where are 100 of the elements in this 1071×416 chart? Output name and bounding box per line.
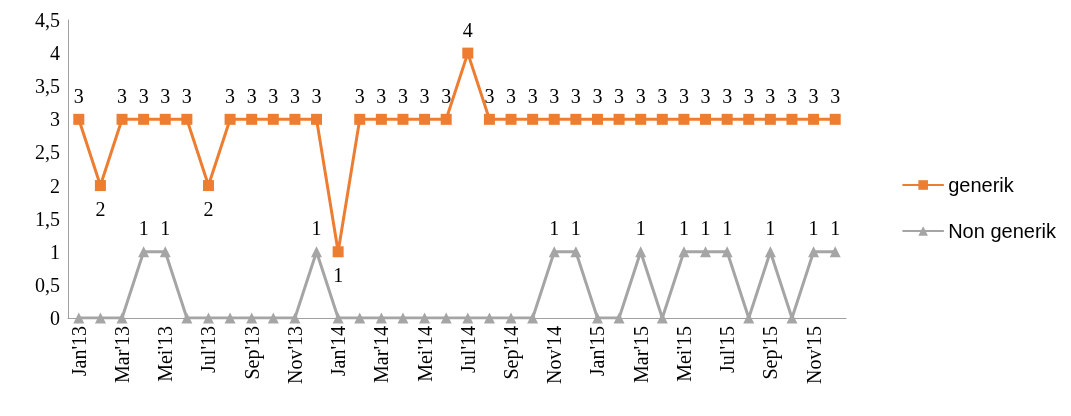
data-label: 1 [160,217,171,240]
data-label: 1 [700,217,711,240]
point [311,113,323,125]
data-label: 1 [678,217,689,240]
data-label: 3 [419,84,430,107]
point [267,113,279,125]
data-label: 3 [635,84,646,107]
data-label: 3 [484,84,495,107]
y-tick-label: 1 [50,240,60,263]
point [721,246,733,258]
point [289,113,301,125]
data-label: 3 [614,84,625,107]
data-label: 3 [268,84,279,107]
x-tick-label: Mar'13 [111,326,134,383]
point [202,312,214,324]
data-label: 3 [441,84,452,107]
legend-label: Non generik [948,220,1057,242]
data-label: 3 [527,84,538,107]
data-label: 1 [830,217,841,240]
data-label: 1 [722,217,733,240]
point [224,312,236,324]
x-tick-label: Sep'15 [759,326,783,380]
point [73,312,85,324]
x-tick-label: Mar'15 [629,326,652,383]
x-tick-label: Nov'14 [543,326,566,385]
point [116,113,128,125]
y-tick-label: 0 [50,307,60,329]
point [397,113,409,125]
data-label: 1 [635,217,646,240]
data-label: 3 [765,84,776,107]
point [483,113,495,125]
data-label: 3 [289,84,300,107]
point [808,113,820,125]
data-label: 3 [117,84,128,107]
point [462,47,474,59]
point [743,113,755,125]
data-label: 1 [549,217,560,240]
point [570,113,582,125]
data-label: 3 [246,84,257,107]
data-label: 3 [592,84,603,107]
data-label: 3 [808,84,819,107]
x-tick-label: Jan'15 [586,326,609,377]
point [613,113,625,125]
point [808,246,820,258]
x-tick-label: Sep'13 [240,326,264,380]
legend-label: generik [948,174,1015,196]
data-label: 3 [160,84,171,107]
point [462,312,474,324]
point [202,180,214,192]
point [613,312,625,324]
data-label: 3 [181,84,192,107]
data-label: 2 [95,198,106,221]
point [656,113,668,125]
x-tick-label: Sep'14 [500,326,524,380]
data-label: 3 [225,84,236,107]
data-label: 1 [765,217,776,240]
point [181,113,193,125]
point [721,113,733,125]
point [159,246,171,258]
data-label: 1 [138,217,149,240]
point [764,113,776,125]
point [635,113,647,125]
data-label: 3 [506,84,517,107]
point [786,113,798,125]
point [354,113,366,125]
point [440,312,452,324]
point [181,312,193,324]
data-label: 3 [138,84,149,107]
x-tick-label: Nov'13 [283,326,306,385]
x-tick-label: Mar'14 [370,326,393,383]
point [138,246,150,258]
point [483,312,495,324]
point [289,312,301,324]
point [700,246,712,258]
point [375,113,387,125]
point [700,113,712,125]
point [635,246,647,258]
point [246,113,258,125]
point [267,312,279,324]
point [73,113,85,125]
point [116,312,128,324]
point [224,113,236,125]
point [548,113,560,125]
point [94,312,106,324]
point [829,246,841,258]
x-tick-label: Mei'14 [413,326,436,382]
point [505,312,517,324]
data-label: 1 [808,217,819,240]
data-label: 1 [311,217,322,240]
point [678,246,690,258]
data-label: 3 [700,84,711,107]
y-tick-label: 3 [50,108,60,131]
x-tick-label: Nov'15 [802,326,825,385]
point [548,246,560,258]
data-label: 3 [311,84,322,107]
x-tick-label: Jul'14 [456,326,479,373]
y-tick-label: 2,5 [35,141,60,164]
y-tick-label: 0,5 [35,273,60,296]
point [440,113,452,125]
data-label: 1 [333,264,344,287]
